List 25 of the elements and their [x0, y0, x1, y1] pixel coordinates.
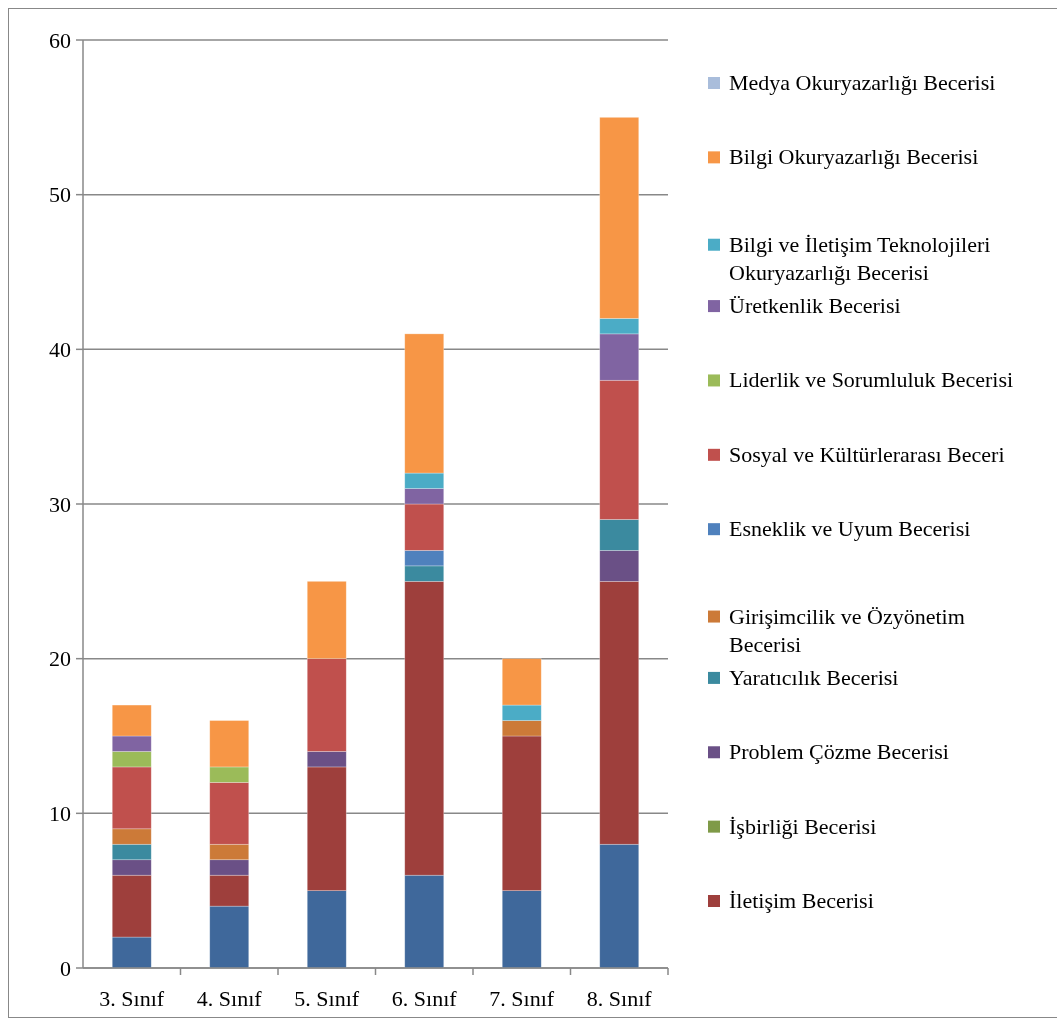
x-tick-label: 7. Sınıf	[489, 986, 555, 1011]
legend-label: İşbirliği Becerisi	[729, 813, 877, 839]
y-tick-label: 30	[49, 491, 71, 517]
x-tick-label: 5. Sınıf	[294, 986, 360, 1011]
x-tick-label: 3. Sınıf	[99, 986, 165, 1011]
x-tick-label: 4. Sınıf	[196, 986, 263, 1011]
y-tick-label: 60	[49, 27, 71, 53]
legend-label: Sosyal ve Kültürlerarası Beceri	[729, 441, 1005, 467]
legend-label: Problem Çözme Becerisi	[729, 739, 949, 765]
legend-label: Medya Okuryazarlığı Becerisi	[729, 70, 996, 95]
y-tick-label: 20	[49, 646, 71, 672]
x-tick-label: 8. Sınıf	[586, 986, 653, 1011]
x-tick-label: 6. Sınıf	[391, 986, 458, 1011]
legend-label: Üretkenlik Becerisi	[729, 293, 901, 319]
legend-label: Bilgi ve İletişim Teknolojileri Okuryazarlığı Becerisi	[729, 231, 991, 285]
legend-label: Esneklik ve Uyum Becerisi	[729, 516, 971, 542]
y-tick-label: 10	[49, 801, 71, 827]
y-tick-label: 50	[49, 182, 71, 208]
legend-label: İletişim Becerisi	[729, 888, 874, 913]
legend-label: Girişimcilik ve Özyönetim Becerisi	[729, 603, 965, 657]
legend-label: Yaratıcılık Becerisi	[729, 664, 899, 690]
legend-label: Liderlik ve Sorumluluk Becerisi	[729, 367, 1014, 393]
y-tick-label: 40	[49, 337, 71, 363]
legend-label: Bilgi Okuryazarlığı Becerisi	[729, 144, 979, 170]
y-tick-label: 0	[60, 955, 71, 981]
